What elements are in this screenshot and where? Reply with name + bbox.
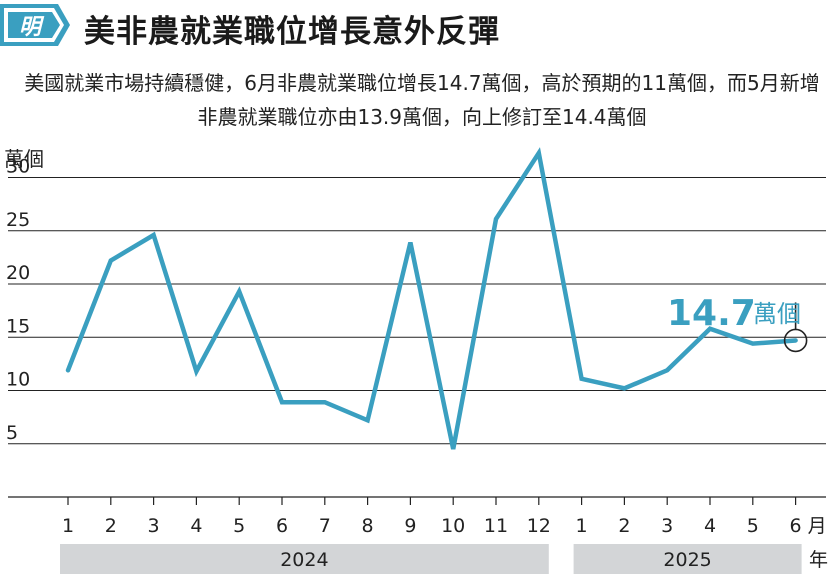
x-tick-label: 1 (576, 515, 588, 537)
y-tick-label: 20 (6, 262, 30, 284)
x-tick-label: 4 (190, 515, 202, 537)
y-tick-label: 15 (6, 315, 30, 337)
y-axis-label: 萬個 (4, 147, 44, 171)
x-tick-label: 6 (790, 515, 802, 537)
x-tick-label: 1 (62, 515, 74, 537)
year-band (60, 544, 549, 574)
x-tick-label: 7 (319, 515, 331, 537)
x-tick-label: 2 (105, 515, 117, 537)
year-suffix: 年 (809, 549, 828, 571)
x-tick-label: 3 (661, 515, 673, 537)
month-suffix: 月 (808, 515, 827, 537)
year-bands: 2024 2025 年 (60, 544, 828, 574)
chart-subtitle: 美國就業市場持續穩健，6月非農就業職位增長14.7萬個，高於預期的11萬個，而5… (24, 71, 820, 129)
x-axis-ticks: 1 2 3 4 5 6 7 8 9 10 11 12 1 2 3 4 5 6 月 (62, 497, 827, 537)
series-line (65, 147, 798, 450)
callout-value: 14.7 (667, 293, 756, 334)
x-tick-label: 10 (441, 515, 465, 537)
header: 明 美非農就業職位增長意外反彈 (0, 0, 833, 52)
y-axis-ticks: 5 10 15 20 25 30 (6, 156, 30, 444)
y-tick-label: 5 (6, 422, 18, 444)
page-title: 美非農就業職位增長意外反彈 (84, 14, 500, 50)
year-band (573, 544, 802, 574)
x-tick-label: 5 (233, 515, 245, 537)
x-tick-label: 12 (527, 515, 551, 537)
x-tick-label: 2 (618, 515, 630, 537)
logo-text: 明 (19, 14, 45, 40)
series (65, 147, 798, 450)
x-tick-label: 6 (276, 515, 288, 537)
x-tick-label: 5 (747, 515, 759, 537)
y-tick-label: 25 (6, 209, 30, 231)
year-label: 2024 (280, 549, 328, 571)
x-tick-label: 9 (404, 515, 416, 537)
x-tick-label: 11 (484, 515, 508, 537)
x-tick-label: 4 (704, 515, 716, 537)
year-label: 2025 (663, 549, 711, 571)
annotation: 14.7萬個 (667, 293, 808, 353)
x-tick-label: 3 (148, 515, 160, 537)
x-tick-label: 8 (362, 515, 374, 537)
callout-unit: 萬個 (753, 300, 801, 328)
logo-icon: 明 (0, 4, 70, 46)
y-tick-label: 10 (6, 369, 30, 391)
y-tick-label: 30 (6, 156, 30, 178)
